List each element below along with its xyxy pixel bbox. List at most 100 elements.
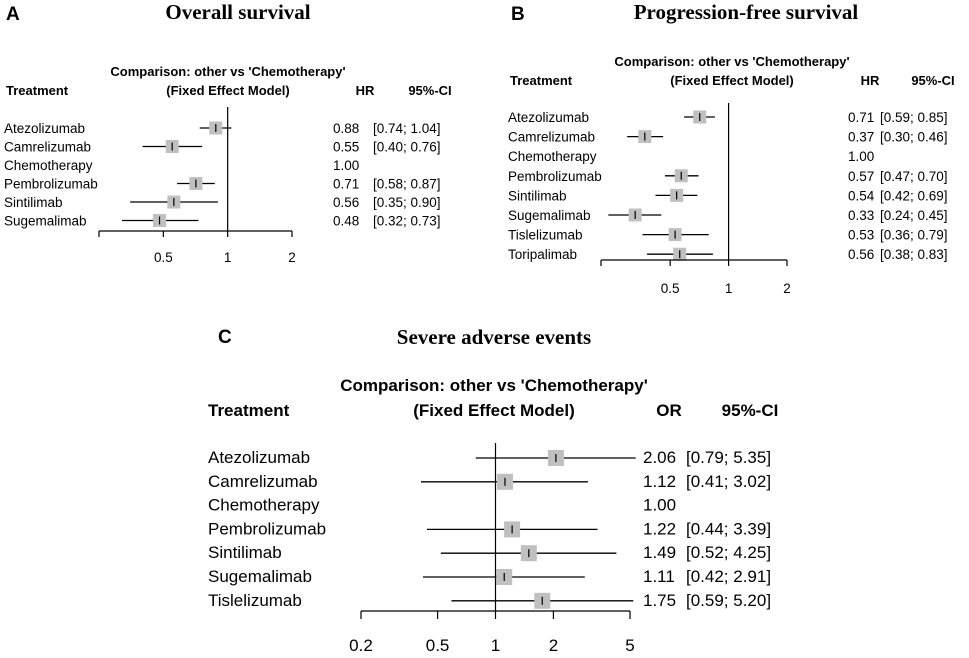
panel-letter-b: B bbox=[511, 4, 525, 25]
axis-tick-label-c: 2 bbox=[549, 636, 558, 655]
marks-b bbox=[608, 110, 715, 261]
row-ci-sugemalimab-a: [0.32; 0.73] bbox=[373, 214, 441, 229]
row-estimate-atezolizumab-a: 0.88 bbox=[333, 121, 359, 136]
row-label-sugemalimab-b: Sugemalimab bbox=[508, 208, 591, 223]
row-ci-atezolizumab-b: [0.59; 0.85] bbox=[880, 110, 948, 125]
row-estimate-chemotherapy-a: 1.00 bbox=[333, 158, 359, 173]
model-header-c: (Fixed Effect Model) bbox=[413, 401, 575, 420]
row-estimate-pembrolizumab-a: 0.71 bbox=[333, 177, 359, 192]
row-label-chemotherapy-a: Chemotherapy bbox=[4, 158, 93, 173]
panel-a: A Overall survival Comparison: other vs … bbox=[4, 0, 452, 265]
row-label-pembrolizumab-c: Pembrolizumab bbox=[208, 519, 326, 538]
row-estimate-camrelizumab-a: 0.55 bbox=[333, 140, 359, 155]
row-estimate-pembrolizumab-b: 0.57 bbox=[848, 169, 874, 184]
row-estimate-chemotherapy-c: 1.00 bbox=[643, 496, 676, 515]
comparison-header-b: Comparison: other vs 'Chemotherapy' bbox=[614, 54, 849, 69]
row-label-chemotherapy-c: Chemotherapy bbox=[208, 496, 320, 515]
row-estimate-sugemalimab-a: 0.48 bbox=[333, 214, 359, 229]
row-estimate-tislelizumab-b: 0.53 bbox=[848, 228, 874, 243]
row-label-sugemalimab-c: Sugemalimab bbox=[208, 567, 312, 586]
row-ci-camrelizumab-c: [0.41; 3.02] bbox=[686, 472, 771, 491]
comparison-header-a: Comparison: other vs 'Chemotherapy' bbox=[110, 64, 345, 79]
panel-title-b: Progression-free survival bbox=[634, 0, 859, 24]
row-estimate-sugemalimab-b: 0.33 bbox=[848, 208, 874, 223]
row-estimate-sintilimab-a: 0.56 bbox=[333, 195, 359, 210]
axis-tick-label-b: 2 bbox=[783, 281, 791, 296]
panel-title-c: Severe adverse events bbox=[397, 325, 591, 349]
row-estimate-camrelizumab-c: 1.12 bbox=[643, 472, 676, 491]
row-label-camrelizumab-b: Camrelizumab bbox=[508, 130, 595, 145]
row-estimate-atezolizumab-c: 2.06 bbox=[643, 448, 676, 467]
axis-tick-label-c: 1 bbox=[491, 636, 500, 655]
row-label-camrelizumab-a: Camrelizumab bbox=[4, 140, 91, 155]
model-header-a: (Fixed Effect Model) bbox=[166, 83, 290, 98]
row-label-atezolizumab-b: Atezolizumab bbox=[508, 110, 589, 125]
row-estimate-pembrolizumab-c: 1.22 bbox=[643, 519, 676, 538]
row-ci-sugemalimab-b: [0.24; 0.45] bbox=[880, 208, 948, 223]
x-axis-b: 0.5 1 2 bbox=[600, 103, 791, 296]
row-label-sintilimab-b: Sintilimab bbox=[508, 188, 567, 203]
row-estimate-sintilimab-b: 0.54 bbox=[848, 188, 875, 203]
row-label-tislelizumab-b: Tislelizumab bbox=[508, 228, 583, 243]
row-ci-toripalimab-b: [0.38; 0.83] bbox=[880, 247, 948, 262]
panel-letter-a: A bbox=[6, 4, 20, 25]
measure-header-c: OR bbox=[656, 401, 682, 420]
row-label-atezolizumab-c: Atezolizumab bbox=[208, 448, 310, 467]
panel-b: B Progression-free survival Comparison: … bbox=[508, 0, 955, 296]
measure-header-a: HR bbox=[356, 83, 375, 98]
row-label-sintilimab-a: Sintilimab bbox=[4, 195, 63, 210]
comparison-header-c: Comparison: other vs 'Chemotherapy' bbox=[340, 376, 648, 395]
ci-header-b: 95%-CI bbox=[911, 73, 954, 88]
row-label-camrelizumab-c: Camrelizumab bbox=[208, 472, 318, 491]
rows-b: Atezolizumab 0.71 [0.59; 0.85] Camrelizumab… bbox=[508, 110, 948, 262]
row-ci-atezolizumab-c: [0.79; 5.35] bbox=[686, 448, 771, 467]
row-label-pembrolizumab-b: Pembrolizumab bbox=[508, 169, 602, 184]
rows-a: Atezolizumab 0.88 [0.74; 1.04] Camrelizumab… bbox=[4, 121, 441, 229]
axis-tick-label-c: 5 bbox=[625, 636, 634, 655]
row-label-sintilimab-c: Sintilimab bbox=[208, 543, 282, 562]
axis-tick-label-c: 0.5 bbox=[426, 636, 450, 655]
row-estimate-chemotherapy-b: 1.00 bbox=[848, 149, 874, 164]
axis-tick-label-b: 1 bbox=[725, 281, 733, 296]
model-header-b: (Fixed Effect Model) bbox=[670, 73, 794, 88]
row-ci-pembrolizumab-b: [0.47; 0.70] bbox=[880, 169, 948, 184]
row-estimate-sugemalimab-c: 1.11 bbox=[643, 567, 675, 586]
row-label-atezolizumab-a: Atezolizumab bbox=[4, 121, 85, 136]
treatment-header-b: Treatment bbox=[510, 73, 573, 88]
row-ci-tislelizumab-c: [0.59; 5.20] bbox=[686, 591, 771, 610]
row-ci-sintilimab-b: [0.42; 0.69] bbox=[880, 188, 948, 203]
row-label-tislelizumab-c: Tislelizumab bbox=[208, 591, 302, 610]
panel-title-a: Overall survival bbox=[165, 0, 310, 24]
ci-header-a: 95%-CI bbox=[408, 83, 451, 98]
row-estimate-sintilimab-c: 1.49 bbox=[643, 543, 676, 562]
row-estimate-tislelizumab-c: 1.75 bbox=[643, 591, 676, 610]
row-estimate-toripalimab-b: 0.56 bbox=[848, 247, 874, 262]
row-estimate-camrelizumab-b: 0.37 bbox=[848, 130, 874, 145]
row-ci-tislelizumab-b: [0.36; 0.79] bbox=[880, 228, 948, 243]
row-label-pembrolizumab-a: Pembrolizumab bbox=[4, 177, 98, 192]
row-estimate-atezolizumab-b: 0.71 bbox=[848, 110, 874, 125]
row-ci-pembrolizumab-a: [0.58; 0.87] bbox=[373, 177, 441, 192]
marks-c bbox=[420, 450, 636, 609]
x-axis-c: 0.2 0.5 1 2 5 bbox=[349, 443, 635, 655]
row-label-chemotherapy-b: Chemotherapy bbox=[508, 149, 597, 164]
panel-letter-c: C bbox=[218, 327, 232, 348]
row-ci-pembrolizumab-c: [0.44; 3.39] bbox=[686, 519, 771, 538]
axis-tick-label-a: 1 bbox=[224, 250, 232, 265]
panel-c: C Severe adverse events Comparison: othe… bbox=[208, 325, 778, 655]
axis-tick-label-c: 0.2 bbox=[349, 636, 373, 655]
measure-header-b: HR bbox=[861, 73, 880, 88]
row-ci-sugemalimab-c: [0.42; 2.91] bbox=[686, 567, 771, 586]
marks-a bbox=[121, 121, 232, 227]
ci-header-c: 95%-CI bbox=[722, 401, 779, 420]
x-axis-a: 0.5 1 2 bbox=[98, 107, 296, 265]
row-label-toripalimab-b: Toripalimab bbox=[508, 247, 577, 262]
rows-c: Atezolizumab 2.06 [0.79; 5.35] Camrelizumab… bbox=[208, 448, 771, 610]
row-ci-sintilimab-a: [0.35; 0.90] bbox=[373, 195, 441, 210]
axis-tick-label-a: 0.5 bbox=[154, 250, 173, 265]
treatment-header-a: Treatment bbox=[6, 83, 69, 98]
axis-tick-label-b: 0.5 bbox=[661, 281, 680, 296]
row-ci-camrelizumab-a: [0.40; 0.76] bbox=[373, 140, 441, 155]
row-ci-sintilimab-c: [0.52; 4.25] bbox=[686, 543, 771, 562]
